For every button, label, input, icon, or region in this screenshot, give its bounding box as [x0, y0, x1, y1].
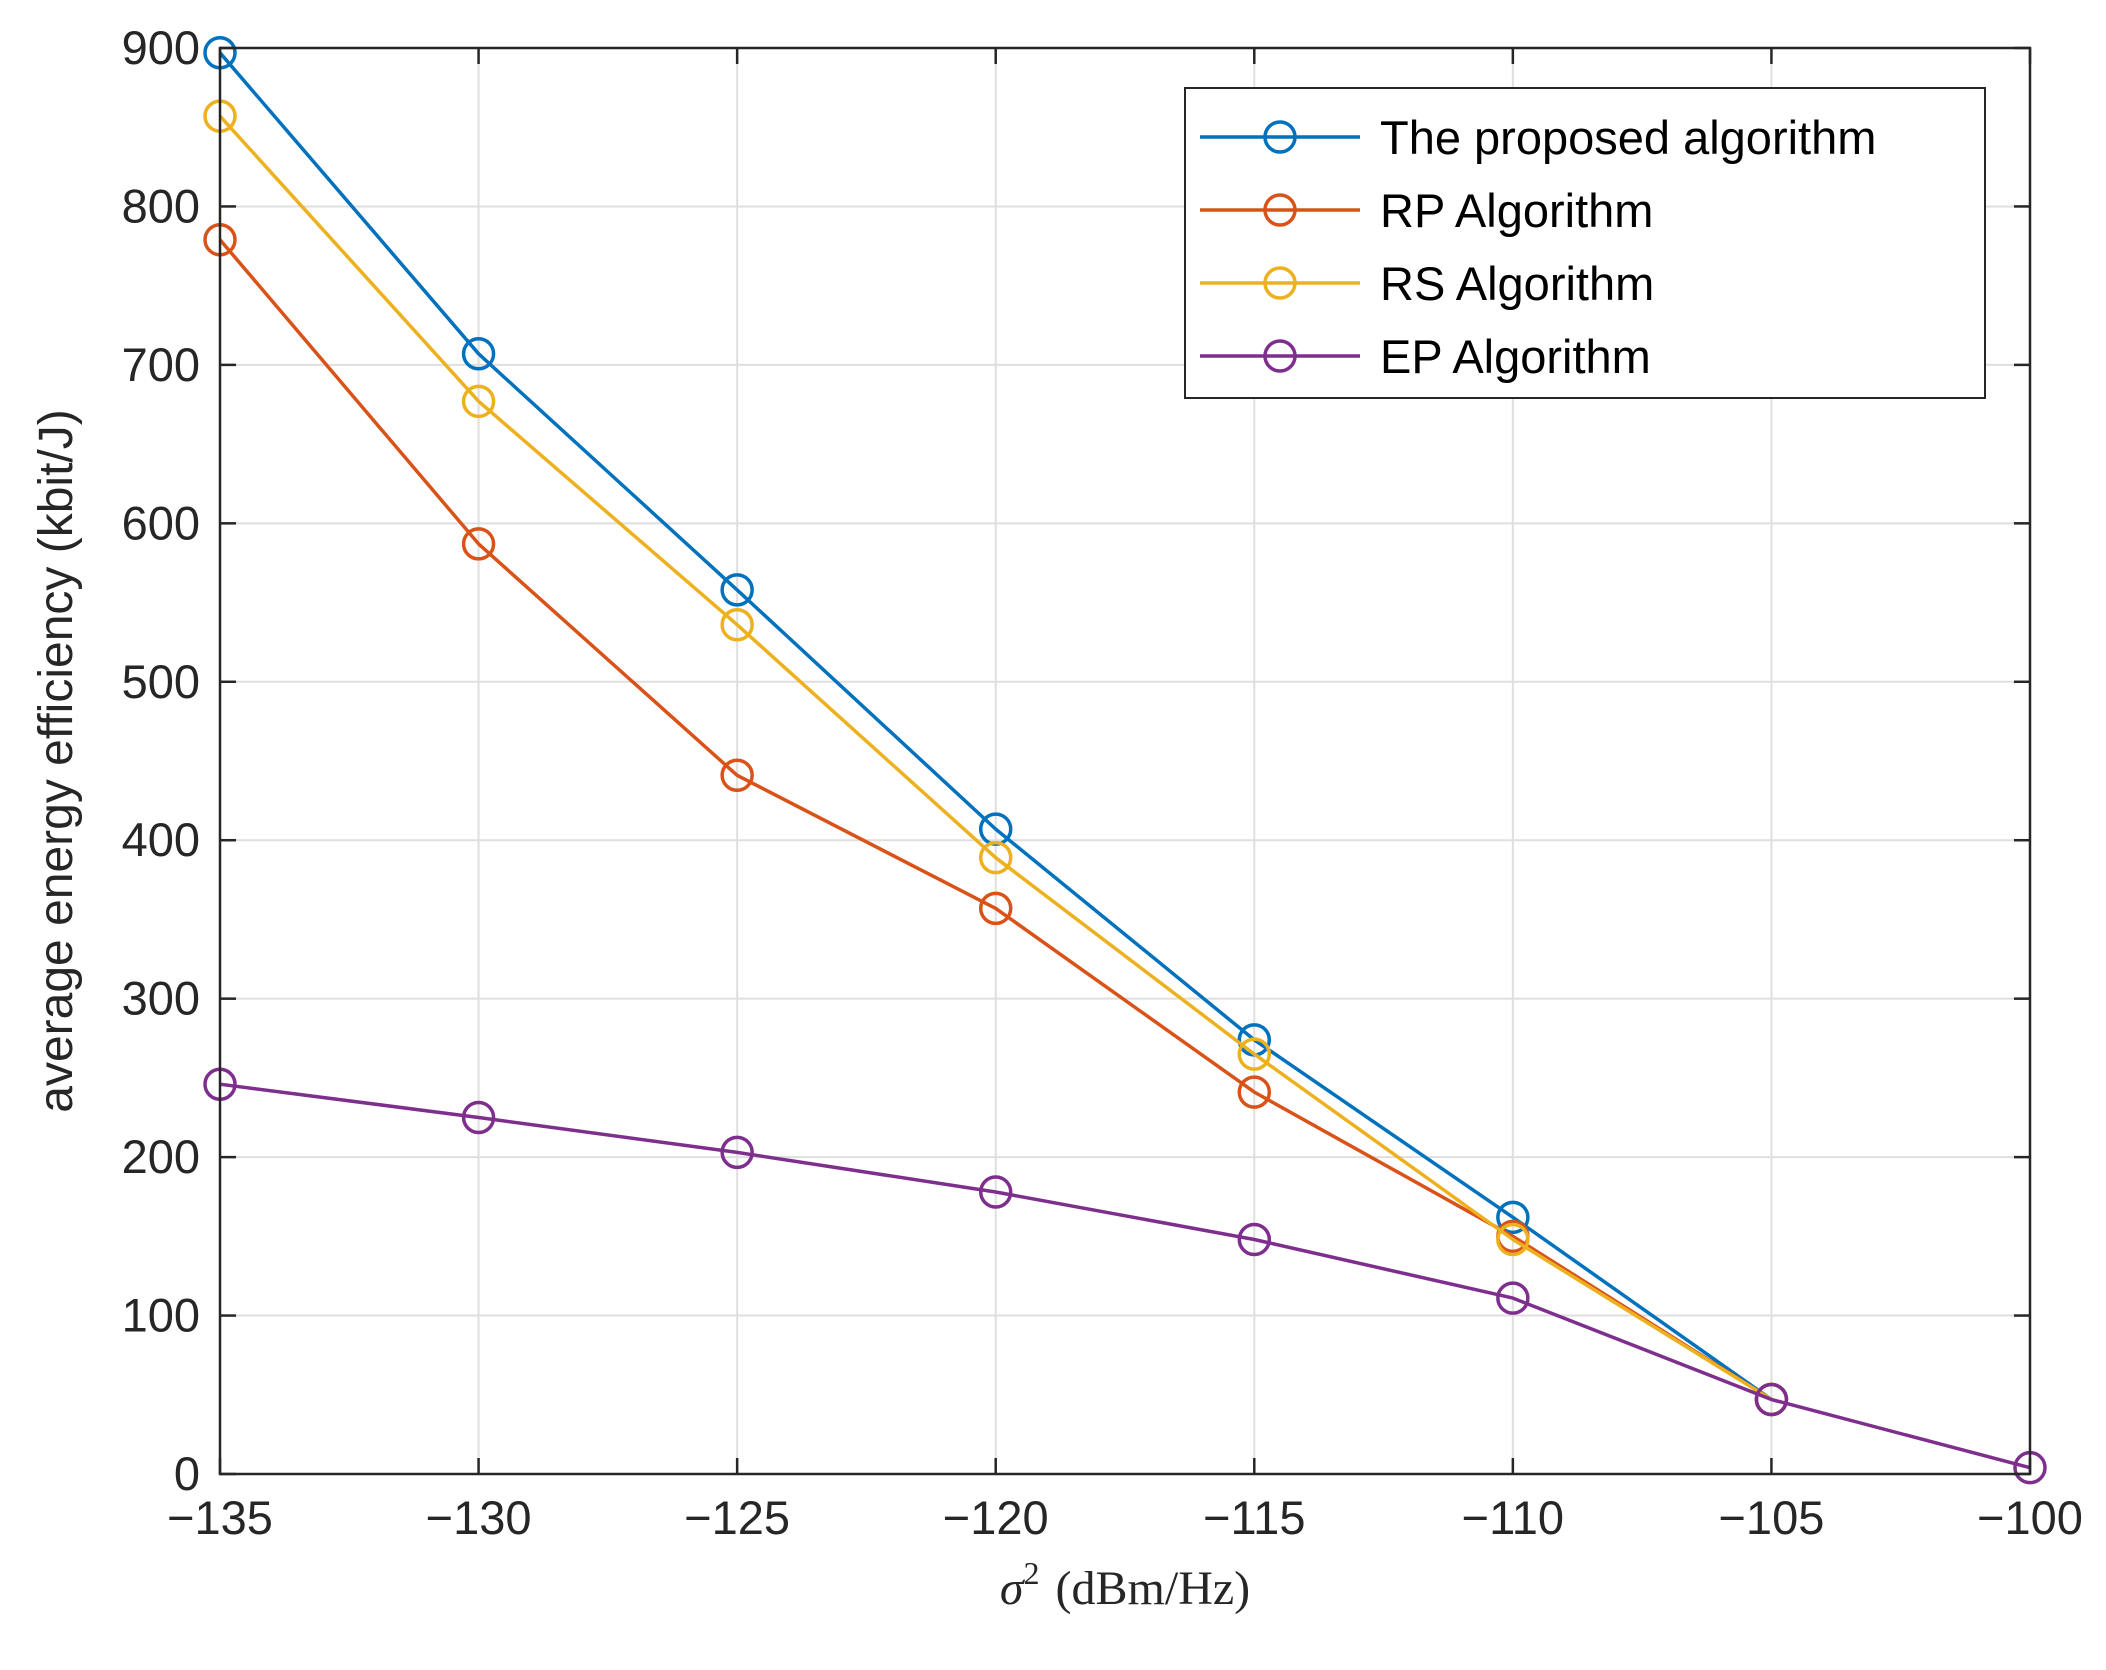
- y-tick-label: 700: [122, 338, 200, 391]
- y-tick-label: 600: [122, 496, 200, 549]
- x-tick-label: −100: [1977, 1491, 2083, 1544]
- series-line: [218, 51, 1773, 1401]
- series-line: [218, 238, 1773, 1401]
- data-point: [461, 384, 496, 419]
- data-point: [1754, 1382, 1789, 1417]
- series-line: [219, 1082, 2031, 1470]
- data-point: [1237, 1222, 1272, 1257]
- legend-item: RP Algorithm: [1200, 184, 1653, 237]
- data-point: [461, 1100, 496, 1135]
- legend-item: EP Algorithm: [1200, 330, 1651, 383]
- x-tick-label: −130: [426, 1491, 532, 1544]
- y-tick-label: 100: [122, 1289, 200, 1342]
- y-tick-label: 300: [122, 972, 200, 1025]
- x-axis-label: σ2 (dBm/Hz): [1000, 1555, 1250, 1615]
- series-line: [218, 114, 1773, 1401]
- y-tick-label: 400: [122, 813, 200, 866]
- data-point: [720, 573, 754, 607]
- x-axis-label-superscript: 2: [1024, 1555, 1040, 1591]
- x-axis-label-symbol: σ: [1000, 1562, 1026, 1615]
- x-tick-label: −120: [943, 1491, 1049, 1544]
- data-point: [1496, 1281, 1530, 1315]
- legend-label: RS Algorithm: [1380, 257, 1654, 310]
- legend-item: The proposed algorithm: [1200, 111, 1876, 164]
- series-layer: [203, 36, 2047, 1485]
- data-point: [978, 840, 1013, 875]
- legend-label: RP Algorithm: [1380, 184, 1653, 237]
- data-point: [461, 337, 496, 371]
- legend-marker: [1263, 120, 1297, 154]
- legend-box: [1184, 87, 1986, 399]
- x-tick-label: −105: [1718, 1491, 1824, 1544]
- y-tick-label: 800: [122, 179, 200, 232]
- x-tick-label: −110: [1462, 1491, 1564, 1544]
- data-point: [720, 1135, 754, 1170]
- legend-label: The proposed algorithm: [1380, 111, 1876, 164]
- y-tick-label: 0: [174, 1447, 200, 1500]
- legend: The proposed algorithm RP Algorithm RS Alg…: [1184, 87, 1986, 399]
- y-tick-label: 200: [122, 1130, 200, 1183]
- data-point: [1237, 1037, 1272, 1071]
- x-tick-label: −135: [167, 1491, 273, 1544]
- data-point: [978, 891, 1013, 926]
- y-tick-label: 500: [122, 655, 200, 708]
- data-point: [720, 607, 754, 642]
- legend-marker: [1263, 266, 1297, 300]
- legend-item: RS Algorithm: [1200, 257, 1654, 310]
- legend-marker: [1263, 339, 1297, 373]
- series-4: [203, 1067, 2047, 1485]
- y-axis-label: average energy efficiency (kbit/J): [30, 409, 83, 1112]
- legend-label: EP Algorithm: [1380, 330, 1651, 383]
- y-tick-label: 900: [122, 21, 200, 74]
- data-point: [1496, 1222, 1530, 1257]
- legend-items: The proposed algorithm RP Algorithm RS Alg…: [1200, 111, 1876, 383]
- data-point: [461, 527, 496, 561]
- data-point: [720, 758, 754, 793]
- data-point: [1237, 1075, 1272, 1109]
- axis-ticks: [218, 46, 2032, 1476]
- data-point: [1496, 1200, 1530, 1235]
- x-axis-label-unit: (dBm/Hz): [1056, 1562, 1251, 1615]
- data-point: [978, 1175, 1013, 1209]
- x-tick-label: −115: [1203, 1491, 1305, 1544]
- x-tick-label: −125: [684, 1491, 790, 1544]
- legend-marker: [1263, 193, 1297, 227]
- tick-labels: −135 −130 −125 −120 −115 −110 −105 −100 0 100 200 3…: [122, 21, 2083, 1544]
- plot-frame: [218, 46, 2032, 1476]
